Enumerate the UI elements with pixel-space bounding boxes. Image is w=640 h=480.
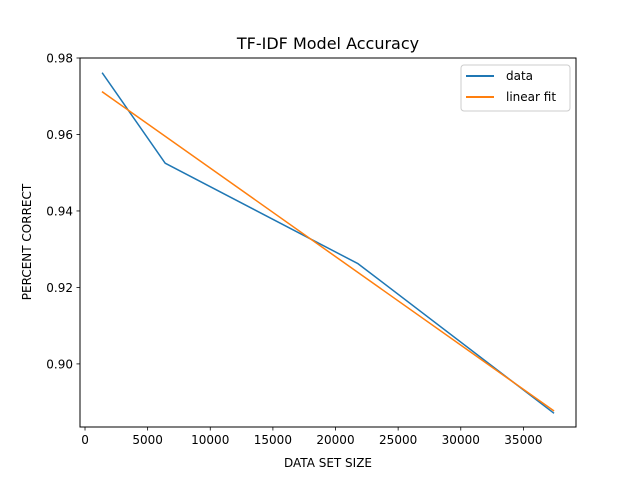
x-tick-label: 35000 [504, 433, 542, 447]
y-tick-label: 0.94 [46, 204, 73, 218]
y-axis-label: PERCENT CORRECT [20, 183, 34, 300]
x-tick-label: 0 [81, 433, 89, 447]
legend-label-data: data [506, 69, 533, 83]
series-line-linear-fit [101, 90, 555, 412]
legend-label-linear-fit: linear fit [506, 90, 556, 104]
legend: data linear fit [460, 64, 571, 112]
x-tick-label: 5000 [132, 433, 163, 447]
plot-frame [79, 57, 577, 428]
x-tick-label: 10000 [191, 433, 229, 447]
x-tick-label: 15000 [254, 433, 292, 447]
x-axis-label: DATA SET SIZE [284, 456, 372, 470]
x-tick-label: 30000 [442, 433, 480, 447]
x-axis-ticks: 0 5000 10000 15000 20000 25000 30000 35000 [81, 427, 542, 447]
y-tick-label: 0.92 [46, 281, 73, 295]
y-tick-label: 0.90 [46, 357, 73, 371]
x-tick-label: 20000 [316, 433, 354, 447]
y-tick-label: 0.96 [46, 128, 73, 142]
y-tick-label: 0.98 [46, 52, 73, 66]
series-line-data [101, 72, 555, 414]
y-axis-ticks: 0.90 0.92 0.94 0.96 0.98 [46, 52, 80, 371]
plot-lines [101, 72, 555, 414]
x-tick-label: 25000 [379, 433, 417, 447]
chart-title: TF-IDF Model Accuracy [236, 34, 419, 53]
